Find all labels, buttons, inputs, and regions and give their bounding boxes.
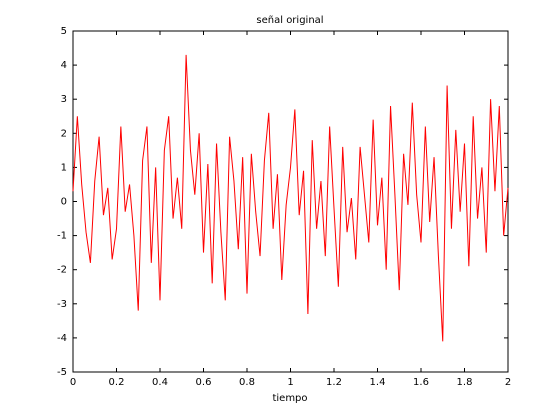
y-tick-label: -3 <box>57 299 67 310</box>
x-tick-label: 1.4 <box>370 377 386 388</box>
y-tick-label: -4 <box>57 333 67 344</box>
x-tick-label: 0.8 <box>239 377 255 388</box>
y-tick-label: -2 <box>57 265 67 276</box>
x-tick-label: 1.8 <box>457 377 473 388</box>
x-axis-label: tiempo <box>272 393 307 404</box>
y-tick-label: -1 <box>57 231 67 242</box>
x-tick-label: 2 <box>505 377 511 388</box>
x-tick-label: 0.2 <box>109 377 125 388</box>
y-tick-label: 3 <box>61 94 67 105</box>
x-tick-label: 1 <box>287 377 293 388</box>
x-tick-label: 0 <box>70 377 76 388</box>
y-tick-label: 2 <box>61 128 67 139</box>
signal-line <box>72 54 509 342</box>
x-tick-label: 1.6 <box>413 377 429 388</box>
x-tick-label: 1.2 <box>326 377 342 388</box>
y-tick-label: -5 <box>57 367 67 378</box>
x-tick-label: 0.6 <box>196 377 212 388</box>
y-tick-label: 5 <box>61 26 67 37</box>
y-tick-label: 1 <box>61 162 67 173</box>
y-tick-label: 4 <box>61 60 67 71</box>
chart-title: señal original <box>256 15 323 26</box>
y-tick-label: 0 <box>61 197 67 208</box>
x-tick-label: 0.4 <box>152 377 168 388</box>
